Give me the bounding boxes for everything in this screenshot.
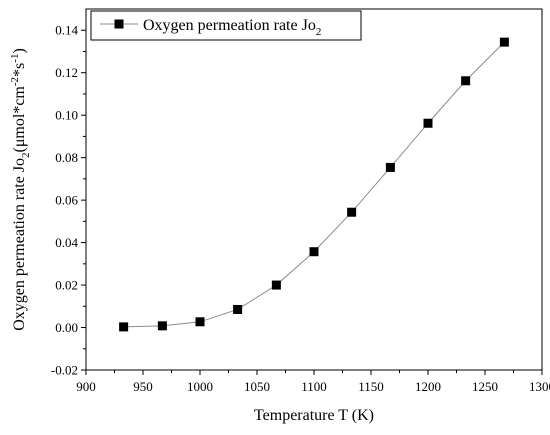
x-tick-label: 1000 [187,379,213,394]
y-axis-title-exp1: -2 [9,77,21,86]
y-axis-title-units: (μmol*cm [11,86,28,153]
series-line [123,41,505,328]
x-tick-label: 1300 [529,379,550,394]
y-axis-title: Oxygen permeation rate Jo2(μmol*cm-2*s-1… [9,48,32,331]
legend-label-main: Oxygen permeation rate Jo [143,17,316,34]
y-tick-label: 0.06 [55,193,78,208]
legend-marker [114,19,124,29]
x-axis-title: Temperature T (K) [254,407,374,424]
data-point [157,321,167,331]
y-axis-title-main: Oxygen permeation rate Jo [11,158,28,331]
data-point [309,247,319,257]
data-point [347,207,357,217]
y-tick-label: 0.08 [55,150,78,165]
x-tick-label: 1050 [244,379,270,394]
legend-label-sub: 2 [316,26,322,38]
y-axis-title-mid: *s [11,63,28,77]
x-tick-label: 1150 [358,379,384,394]
data-point [195,317,205,327]
y-tick-label: 0.02 [55,278,78,293]
series-layer [119,37,509,332]
y-tick-label: 0.04 [55,235,78,250]
data-point [423,118,433,128]
data-point [461,76,471,86]
x-tick-label: 1250 [472,379,498,394]
data-point [119,322,129,332]
y-tick-label: 0.00 [55,320,78,335]
y-axis-title-sub: 2 [20,152,32,158]
x-tick-label: 900 [76,379,96,394]
data-point [233,304,243,314]
x-tick-label: 1200 [415,379,441,394]
data-point [385,162,395,172]
y-axis-title-close: ) [11,48,28,53]
y-tick-label: 0.14 [55,23,78,38]
x-tick-label: 950 [133,379,153,394]
plot-frame [85,8,543,371]
y-axis-title-exp2: -1 [9,54,21,63]
legend: Oxygen permeation rate Jo2 [90,10,362,41]
y-tick-label: 0.12 [55,65,78,80]
data-point [499,37,509,47]
axis-ticks: 900 950 1000 1050 1100 1150 1200 1250 1300 -0.02 0… [51,23,550,394]
y-tick-label: 0.10 [55,108,78,123]
legend-label: Oxygen permeation rate Jo2 [143,17,321,38]
x-tick-label: 1100 [301,379,327,394]
y-tick-label: -0.02 [51,363,78,378]
data-point [271,280,281,290]
